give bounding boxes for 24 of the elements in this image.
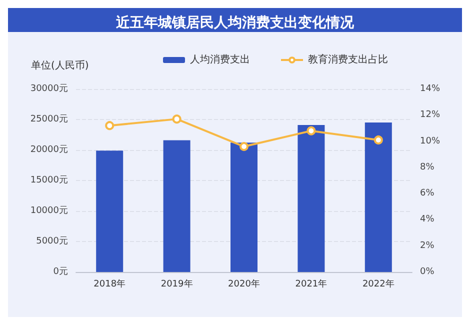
y-tick-label: 0元 <box>53 266 68 277</box>
y2-tick-label: 14% <box>420 84 440 94</box>
y-tick-label: 30000元 <box>30 83 68 94</box>
y-tick-label: 20000元 <box>30 144 68 155</box>
y-tick-label: 5000元 <box>36 236 68 246</box>
y2-tick-label: 6% <box>420 188 435 199</box>
legend-label: 教育消费支出占比 <box>308 54 388 66</box>
x-tick-label: 2019年 <box>160 278 193 290</box>
x-tick-label: 2021年 <box>295 278 328 290</box>
y-tick-label: 15000元 <box>30 174 68 186</box>
y2-tick-label: 10% <box>420 136 440 146</box>
y-axis-title: 单位(人民币) <box>31 60 89 72</box>
x-tick-label: 2020年 <box>228 278 260 290</box>
y-tick-label: 25000元 <box>30 114 68 124</box>
chart-title: 近五年城镇居民人均消费支出变化情况 <box>115 14 355 31</box>
y2-tick-label: 12% <box>420 110 440 120</box>
x-tick-label: 2022年 <box>362 278 394 290</box>
y2-tick-label: 0% <box>420 267 435 277</box>
y2-tick-label: 4% <box>420 214 435 225</box>
y2-tick-label: 8% <box>420 162 435 172</box>
y-tick-label: 10000元 <box>30 205 68 216</box>
y2-tick-label: 2% <box>420 240 435 251</box>
legend-label: 人均消费支出 <box>190 54 250 66</box>
x-tick-label: 2018年 <box>94 278 126 290</box>
